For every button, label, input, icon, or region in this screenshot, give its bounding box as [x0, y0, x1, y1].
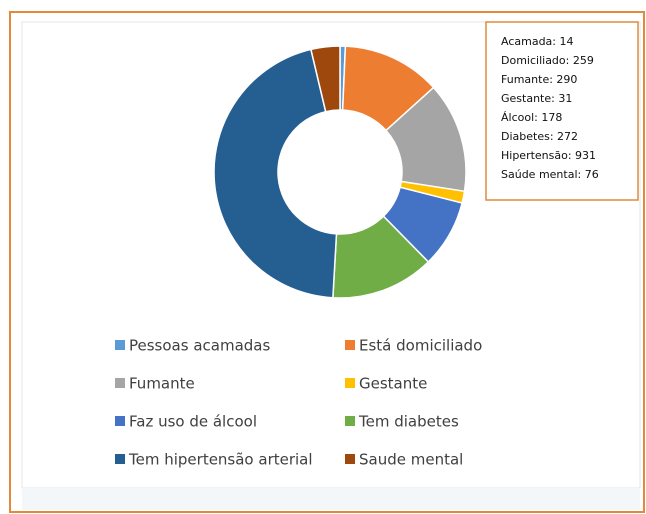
legend-swatch: [345, 340, 355, 350]
annotation-line: Saúde mental: 76: [501, 168, 599, 181]
frame: [9, 11, 645, 513]
annotation-line: Diabetes: 272: [501, 130, 578, 143]
annotation-line: Fumante: 290: [501, 73, 577, 86]
legend-swatch: [345, 416, 355, 426]
legend-label: Pessoas acamadas: [129, 337, 270, 355]
legend-label: Tem diabetes: [358, 413, 459, 431]
legend-label: Faz uso de álcool: [129, 413, 257, 431]
annotation-line: Álcool: 178: [501, 111, 562, 124]
annotation-line: Hipertensão: 931: [501, 149, 596, 162]
legend-swatch: [115, 378, 125, 388]
legend-swatch: [115, 416, 125, 426]
legend-label: Tem hipertensão arterial: [128, 451, 313, 469]
annotation-line: Domiciliado: 259: [501, 54, 594, 67]
legend-label: Saude mental: [359, 451, 463, 469]
annotation-line: Acamada: 14: [501, 35, 574, 48]
annotation-box: [485, 21, 639, 201]
footer-strip: [22, 488, 640, 510]
legend-swatch: [345, 378, 355, 388]
annotation-line: Gestante: 31: [501, 92, 572, 105]
wedge: [310, 45, 341, 113]
legend-label: Gestante: [359, 375, 427, 393]
legend-label: Fumante: [129, 375, 195, 393]
legend-swatch: [115, 454, 125, 464]
legend-swatch: [345, 454, 355, 464]
wedge: [213, 48, 338, 299]
legend-label: Está domiciliado: [359, 337, 482, 355]
legend-swatch: [115, 340, 125, 350]
